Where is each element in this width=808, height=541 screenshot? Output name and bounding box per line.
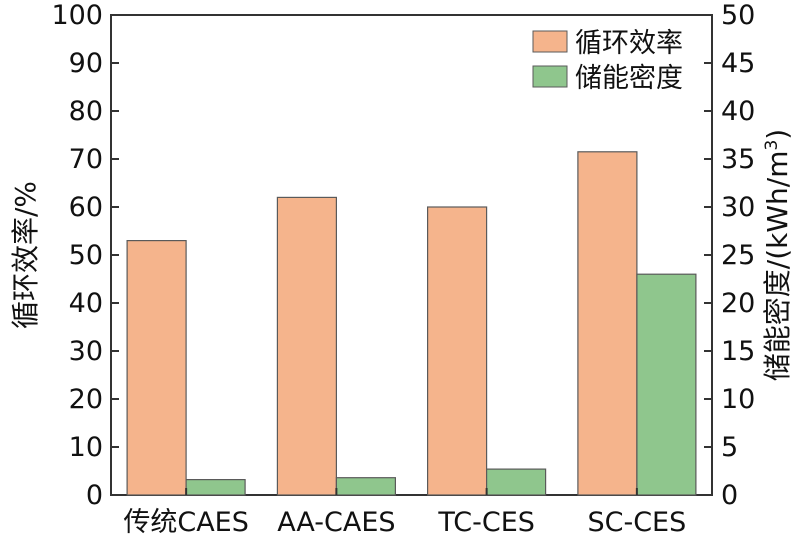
bar-cycle-efficiency-0 <box>126 240 187 496</box>
left-tick-label: 90 <box>69 48 103 79</box>
right-tick-label: 30 <box>721 192 755 223</box>
right-axis-title: 储能密度/(kWh/m3) <box>761 129 794 381</box>
right-tick-label: 45 <box>721 48 755 79</box>
bar-cycle-efficiency-3 <box>577 151 638 496</box>
right-tick-label: 35 <box>721 144 755 175</box>
left-axis-ticks: 0 10 20 30 40 50 60 70 80 90 100 <box>51 0 119 511</box>
category-label: 传统CAES <box>123 507 249 538</box>
left-tick-label: 40 <box>69 288 103 319</box>
right-tick-label: 25 <box>721 240 755 271</box>
category-label: SC-CES <box>587 507 686 538</box>
left-axis-title: 循环效率/% <box>9 181 42 329</box>
bars-group <box>126 151 697 496</box>
right-axis-ticks: 0 5 10 15 20 25 30 35 40 45 50 <box>704 0 755 511</box>
right-tick-label: 50 <box>721 0 755 31</box>
legend-label-cycle-efficiency: 循环效率 <box>575 28 683 59</box>
right-tick-label: 20 <box>721 288 755 319</box>
category-label: TC-CES <box>437 507 535 538</box>
left-tick-label: 70 <box>69 144 103 175</box>
left-tick-label: 30 <box>69 336 103 367</box>
legend-swatch-energy-density <box>532 65 568 88</box>
left-tick-label: 80 <box>69 96 103 127</box>
legend-label-energy-density: 储能密度 <box>575 63 683 94</box>
left-tick-label: 0 <box>86 480 103 511</box>
bar-energy-density-0 <box>185 479 246 496</box>
right-axis-title-close: ) <box>761 129 794 140</box>
legend-swatch-cycle-efficiency <box>532 30 568 53</box>
bar-energy-density-1 <box>335 477 396 496</box>
left-tick-label: 50 <box>69 240 103 271</box>
left-tick-label: 100 <box>51 0 103 31</box>
category-label: AA-CAES <box>277 507 395 538</box>
bar-cycle-efficiency-2 <box>427 206 488 496</box>
category-labels: 传统CAES AA-CAES TC-CES SC-CES <box>123 488 686 538</box>
right-tick-label: 10 <box>721 384 755 415</box>
right-axis-title-superscript: 3 <box>762 140 782 151</box>
bar-cycle-efficiency-1 <box>276 196 337 496</box>
left-tick-label: 10 <box>69 432 103 463</box>
right-tick-label: 15 <box>721 336 755 367</box>
legend: 循环效率 储能密度 <box>532 28 683 94</box>
right-tick-label: 40 <box>721 96 755 127</box>
right-tick-label: 0 <box>721 480 738 511</box>
left-tick-label: 20 <box>69 384 103 415</box>
left-tick-label: 60 <box>69 192 103 223</box>
bar-energy-density-3 <box>636 273 697 496</box>
bar-energy-density-2 <box>486 468 547 496</box>
right-axis-title-main: 储能密度/(kWh/m <box>761 151 794 382</box>
right-tick-label: 5 <box>721 432 738 463</box>
